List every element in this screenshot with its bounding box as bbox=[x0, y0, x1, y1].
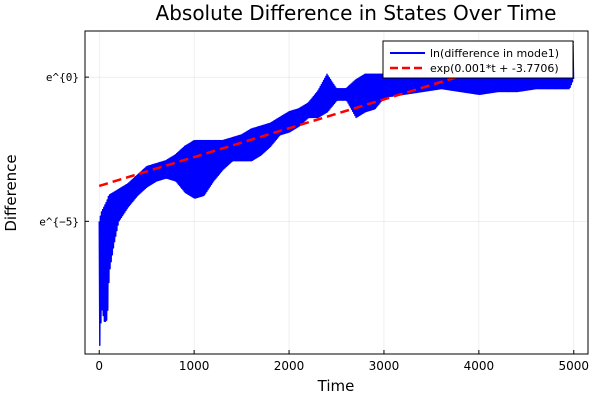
series-difference-line bbox=[98, 43, 575, 347]
x-tick-label: 0 bbox=[95, 359, 103, 373]
y-axis: e^{0} e^{−5} bbox=[39, 71, 89, 228]
x-tick-label: 2000 bbox=[274, 359, 305, 373]
plot-area bbox=[98, 40, 575, 347]
legend: ln(difference in mode1) exp(0.001*t + -3… bbox=[382, 40, 574, 79]
x-tick-label: 4000 bbox=[464, 359, 495, 373]
x-tick-label: 5000 bbox=[558, 359, 589, 373]
x-tick-label: 1000 bbox=[179, 359, 210, 373]
legend-label-fit: exp(0.001*t + -3.7706) bbox=[430, 62, 559, 75]
x-axis: 0 1000 2000 3000 4000 5000 bbox=[95, 350, 589, 373]
y-tick-label: e^{−5} bbox=[39, 215, 79, 228]
chart-title: Absolute Difference in States Over Time bbox=[156, 1, 557, 25]
y-tick-label: e^{0} bbox=[46, 71, 79, 84]
legend-label-difference: ln(difference in mode1) bbox=[430, 47, 559, 60]
plot-frame bbox=[84, 30, 589, 355]
x-tick-label: 3000 bbox=[369, 359, 400, 373]
legend-box bbox=[382, 40, 574, 79]
x-axis-label: Time bbox=[317, 377, 355, 395]
y-axis-label: Difference bbox=[2, 154, 20, 231]
